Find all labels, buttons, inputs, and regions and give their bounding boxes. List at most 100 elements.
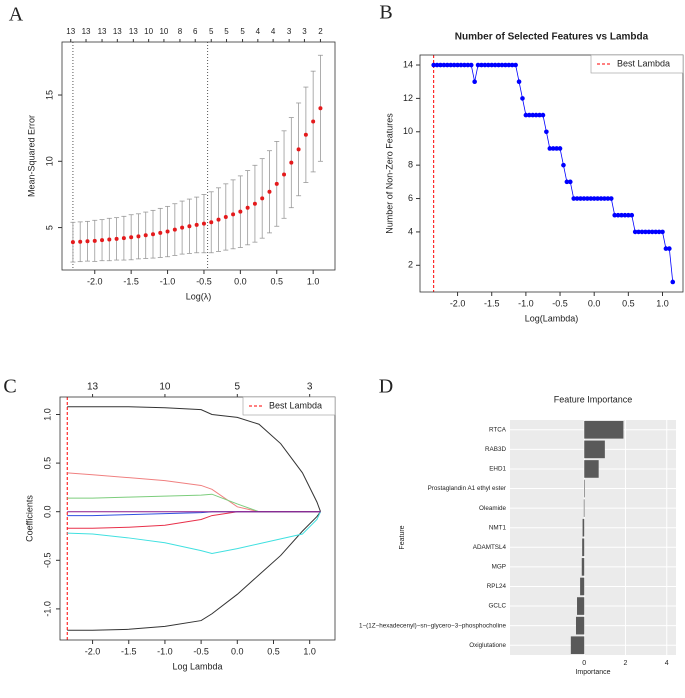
point <box>445 62 450 68</box>
x-tick-label: 0.0 <box>231 646 244 656</box>
point <box>530 112 536 118</box>
point <box>85 239 90 244</box>
point <box>267 189 272 194</box>
point <box>216 217 221 222</box>
top-tick-label: 3 <box>307 382 313 393</box>
top-tick-label: 13 <box>129 27 138 36</box>
top-tick-label: 8 <box>178 27 183 36</box>
point <box>482 62 488 68</box>
category-label: RPL24 <box>487 583 507 590</box>
bar <box>584 460 599 478</box>
y-tick-label: 12 <box>403 93 413 103</box>
y-axis-label: Number of Non-Zero Features <box>384 113 394 234</box>
point <box>516 79 522 85</box>
point <box>643 229 648 235</box>
plot-frame <box>59 396 336 641</box>
point <box>296 147 301 152</box>
y-tick-label: 1.0 <box>42 408 52 421</box>
y-axis-label: Feature <box>399 525 406 549</box>
x-tick-label: -2.0 <box>87 276 103 286</box>
x-tick-label: -1.5 <box>484 298 500 308</box>
y-tick-label: 5 <box>44 225 54 230</box>
y-tick-label: -0.5 <box>42 553 52 569</box>
top-tick-label: 13 <box>66 27 75 36</box>
point <box>547 146 553 151</box>
point <box>646 229 652 235</box>
point <box>165 229 170 234</box>
point <box>158 230 163 235</box>
point <box>520 96 525 101</box>
panel: D Feature Importance 0 2 4 Importance Feature R… <box>359 376 676 676</box>
top-tick-label: 5 <box>235 382 241 393</box>
point <box>626 212 631 218</box>
category-label: GCLC <box>489 603 507 610</box>
point <box>201 221 206 226</box>
point <box>238 209 243 214</box>
point <box>639 229 645 235</box>
x-tick-label: 0.5 <box>622 298 635 308</box>
coefficient-path <box>67 511 321 529</box>
point <box>151 232 155 237</box>
point <box>660 229 665 235</box>
y-tick-label: 2 <box>408 260 413 270</box>
point <box>92 238 97 243</box>
x-tick-label: -0.5 <box>196 276 212 286</box>
point <box>591 196 597 201</box>
point <box>588 196 594 201</box>
panel: C -2.0 -1.5 -1.0 -0.5 0.0 0.5 1.0 -1.0 -0.5 0.0 0.5… <box>3 376 336 671</box>
top-tick-label: 13 <box>113 27 122 36</box>
point <box>581 196 587 201</box>
x-tick-label: -0.5 <box>193 646 209 656</box>
x-tick-label: -2.0 <box>450 298 466 308</box>
point <box>663 246 669 251</box>
top-tick-label: 5 <box>209 27 214 36</box>
y-tick-label: -1.0 <box>42 601 52 617</box>
plot-frame <box>61 41 336 271</box>
point <box>567 179 573 185</box>
x-tick-label: -0.5 <box>552 298 568 308</box>
point <box>598 196 604 201</box>
y-tick-label: 6 <box>408 193 413 203</box>
bar <box>584 479 585 498</box>
point <box>451 62 457 68</box>
category-label: Oleamide <box>479 505 506 512</box>
x-tick-label: 0.0 <box>588 298 601 308</box>
point <box>513 62 518 68</box>
point <box>550 146 556 151</box>
point <box>434 62 440 68</box>
panel-letter: C <box>3 376 16 398</box>
point <box>619 212 624 218</box>
point <box>282 172 287 177</box>
category-label: MGP <box>492 564 506 571</box>
point <box>615 212 621 218</box>
point <box>448 62 454 68</box>
point <box>462 62 467 68</box>
category-label: NMT1 <box>489 524 507 531</box>
top-tick-label: 4 <box>256 27 261 36</box>
legend-label: Best Lambda <box>269 400 322 410</box>
point <box>70 240 75 245</box>
chart-title: Feature Importance <box>554 394 633 404</box>
point <box>121 236 126 241</box>
top-tick-label: 13 <box>98 27 107 36</box>
category-label: Prostaglandin A1 ethyl ester <box>428 485 506 492</box>
point <box>537 112 542 118</box>
point <box>468 62 474 68</box>
x-tick-label: 1.0 <box>656 298 669 308</box>
point <box>670 279 676 285</box>
point <box>441 62 447 68</box>
point <box>475 62 481 68</box>
point <box>129 235 134 240</box>
point <box>578 196 583 201</box>
x-tick-label: -2.0 <box>85 646 101 656</box>
point <box>595 196 600 201</box>
panel-background <box>510 420 676 655</box>
point <box>506 62 512 68</box>
y-tick-label: 15 <box>44 90 54 100</box>
top-tick-label: 2 <box>318 27 323 36</box>
point <box>479 62 484 68</box>
x-tick-label: 4 <box>665 660 669 667</box>
x-axis-label: Log(λ) <box>186 291 212 301</box>
y-tick-label: 0.5 <box>42 457 52 470</box>
coefficient-path <box>67 472 321 513</box>
